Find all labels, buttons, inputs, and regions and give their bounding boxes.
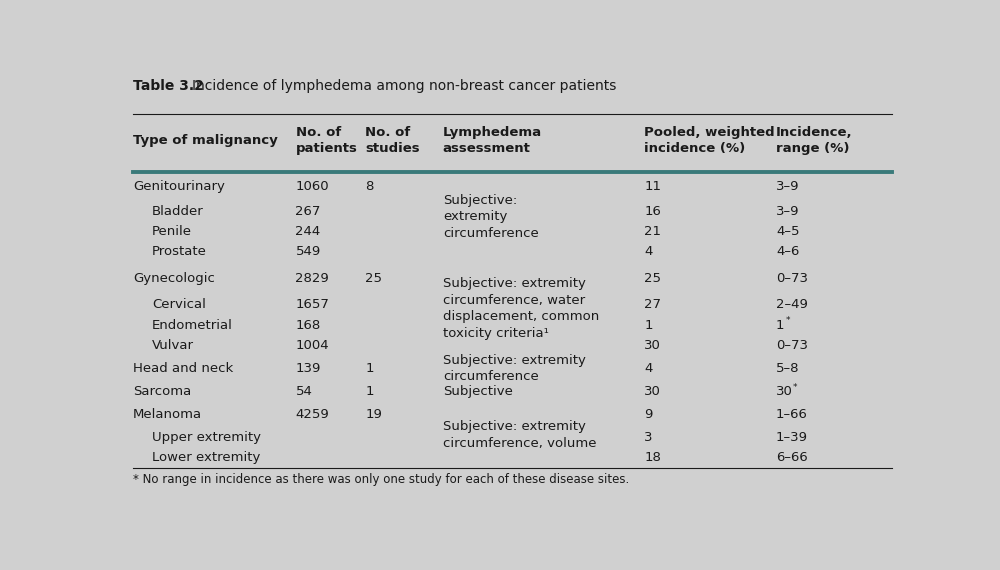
Text: 1657: 1657: [296, 299, 329, 311]
Text: 30: 30: [776, 385, 793, 398]
Text: 1: 1: [776, 319, 784, 332]
Text: *: *: [793, 383, 798, 392]
Text: Upper extremity: Upper extremity: [152, 431, 261, 444]
Text: 1–66: 1–66: [776, 408, 808, 421]
Text: 549: 549: [296, 245, 321, 258]
Text: 4–6: 4–6: [776, 245, 799, 258]
Text: Melanoma: Melanoma: [133, 408, 202, 421]
Text: Gynecologic: Gynecologic: [133, 272, 215, 285]
Text: Subjective: Subjective: [443, 385, 513, 398]
Text: 16: 16: [644, 205, 661, 218]
Text: Table 3.2: Table 3.2: [133, 79, 204, 93]
Text: Subjective: extremity
circumference, volume: Subjective: extremity circumference, vol…: [443, 420, 596, 450]
Text: Pooled, weighted
incidence (%): Pooled, weighted incidence (%): [644, 127, 775, 155]
Text: Subjective:
extremity
circumference: Subjective: extremity circumference: [443, 194, 538, 240]
Text: Incidence,
range (%): Incidence, range (%): [776, 127, 853, 155]
Text: 3–9: 3–9: [776, 205, 800, 218]
Text: 3–9: 3–9: [776, 180, 800, 193]
Text: *: *: [786, 316, 790, 325]
Text: Lower extremity: Lower extremity: [152, 451, 260, 464]
Text: 4: 4: [644, 362, 653, 375]
Text: 1004: 1004: [296, 339, 329, 352]
Text: No. of
patients: No. of patients: [296, 127, 357, 155]
Text: 11: 11: [644, 180, 661, 193]
Text: Head and neck: Head and neck: [133, 362, 233, 375]
Text: Subjective: extremity
circumference: Subjective: extremity circumference: [443, 354, 586, 384]
Text: Sarcoma: Sarcoma: [133, 385, 191, 398]
Text: Genitourinary: Genitourinary: [133, 180, 225, 193]
Text: Cervical: Cervical: [152, 299, 206, 311]
Text: Lymphedema
assessment: Lymphedema assessment: [443, 127, 542, 155]
Text: 4259: 4259: [296, 408, 329, 421]
Text: Prostate: Prostate: [152, 245, 207, 258]
Text: 19: 19: [365, 408, 382, 421]
Text: 1: 1: [365, 362, 374, 375]
Text: 25: 25: [365, 272, 382, 285]
Text: 2829: 2829: [296, 272, 329, 285]
Text: No. of
studies: No. of studies: [365, 127, 420, 155]
Text: 30: 30: [644, 385, 661, 398]
Text: 1: 1: [644, 319, 653, 332]
Text: 2–49: 2–49: [776, 299, 808, 311]
Text: 1060: 1060: [296, 180, 329, 193]
Text: 25: 25: [644, 272, 661, 285]
Text: 1: 1: [365, 385, 374, 398]
Text: 4: 4: [644, 245, 653, 258]
Text: 0–73: 0–73: [776, 339, 808, 352]
Text: 5–8: 5–8: [776, 362, 800, 375]
Text: 3: 3: [644, 431, 653, 444]
Text: 27: 27: [644, 299, 661, 311]
Text: 30: 30: [644, 339, 661, 352]
Text: Subjective: extremity
circumference, water
displacement, common
toxicity criteri: Subjective: extremity circumference, wat…: [443, 278, 599, 340]
Text: 0–73: 0–73: [776, 272, 808, 285]
Text: Incidence of lymphedema among non-breast cancer patients: Incidence of lymphedema among non-breast…: [192, 79, 617, 93]
Text: 168: 168: [296, 319, 321, 332]
Text: 21: 21: [644, 225, 661, 238]
Text: 1–39: 1–39: [776, 431, 808, 444]
Text: Type of malignancy: Type of malignancy: [133, 135, 278, 147]
Text: Bladder: Bladder: [152, 205, 204, 218]
Text: * No range in incidence as there was only one study for each of these disease si: * No range in incidence as there was onl…: [133, 473, 629, 486]
Text: 139: 139: [296, 362, 321, 375]
Text: Penile: Penile: [152, 225, 192, 238]
Text: 54: 54: [296, 385, 312, 398]
Text: 8: 8: [365, 180, 374, 193]
Text: 244: 244: [296, 225, 321, 238]
Text: Endometrial: Endometrial: [152, 319, 233, 332]
Text: Vulvar: Vulvar: [152, 339, 194, 352]
Text: 6–66: 6–66: [776, 451, 808, 464]
Text: 9: 9: [644, 408, 653, 421]
Text: 18: 18: [644, 451, 661, 464]
Text: 267: 267: [296, 205, 321, 218]
Text: 4–5: 4–5: [776, 225, 800, 238]
